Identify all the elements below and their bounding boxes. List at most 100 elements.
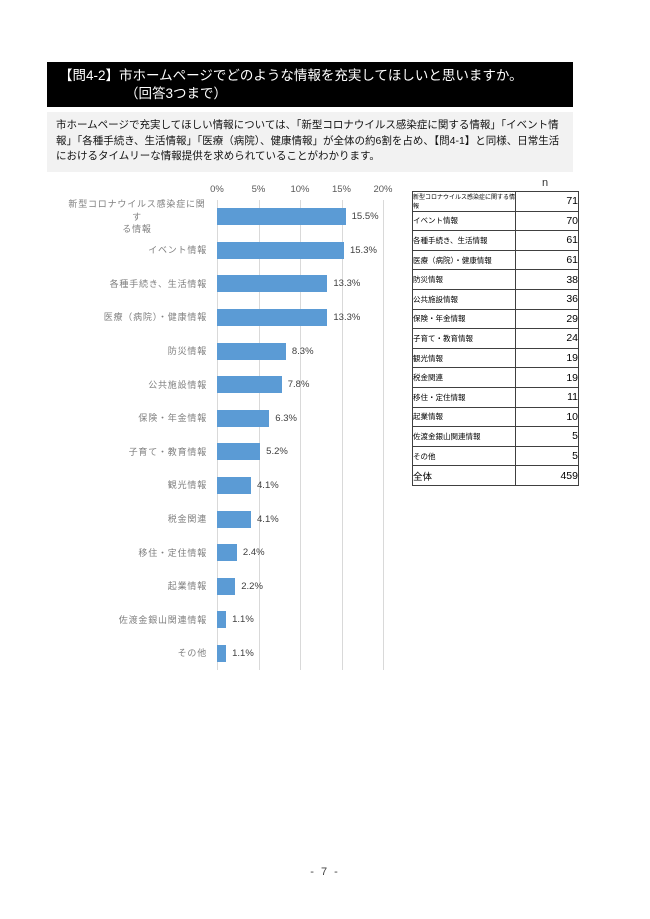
row-value: 11 [515,386,579,408]
category-label: 公共施設情報 [148,379,207,390]
value-label: 4.1% [257,513,279,525]
axis-tick-label: 15% [331,184,351,195]
bar-row: 佐渡金銀山関連情報 1.1% [67,603,397,637]
value-label: 4.1% [257,480,279,492]
table-row: 各種手続き、生活情報 61 [412,230,579,251]
row-value: 10 [515,406,579,428]
category-label: イベント情報 [148,245,207,256]
gridline [341,200,343,670]
table-row: 医療（病院）・健康情報 61 [412,249,579,271]
category-label: 各種手続き、生活情報 [109,278,207,289]
n-column-header: n [541,177,549,189]
value-label: 13.3% [333,312,361,324]
category-label: その他 [177,648,207,659]
bar-row: その他 1.1% [67,637,397,671]
row-value: 5 [515,445,579,467]
n-table-body: 新型コロナウイルス感染症に関する情報 71 イベント情報 70 各種手続き、生活情報 61… [412,191,579,486]
row-label: 新型コロナウイルス感染症に関する情報 [412,191,516,212]
value-label: 6.3% [275,412,297,424]
value-label: 15.5% [351,211,379,223]
bar [217,409,270,427]
bar [217,477,252,495]
row-value: 71 [515,191,579,212]
n-table-container: n 新型コロナウイルス感染症に関する情報 71 イベント情報 70 各種手続き、生活情報… [412,177,579,486]
bar-row: 医療（病院）・健康情報 13.3% [67,301,397,335]
row-label: イベント情報 [412,210,516,232]
value-label: 1.1% [232,648,254,660]
category-label: 起業情報 [167,581,207,592]
row-value: 36 [515,288,579,310]
table-row: 観光情報 19 [412,347,579,369]
table-row: 佐渡金銀山関連情報 5 [412,426,579,447]
bar-row: 防災情報 8.3% [67,334,397,368]
table-row: 子育て・教育情報 24 [412,328,579,349]
value-label: 15.3% [349,244,377,256]
bar [217,309,328,327]
row-label: 観光情報 [412,347,516,369]
category-label: 佐渡金銀山関連情報 [118,614,207,625]
row-value: 19 [515,367,579,388]
value-label: 1.1% [232,614,254,626]
row-label: 医療（病院）・健康情報 [412,249,516,271]
gridline [217,200,218,670]
category-label: 税金関連 [167,513,207,524]
value-label: 8.3% [291,345,314,357]
row-label: 税金関連 [412,367,516,388]
axis-tick-label: 10% [290,184,310,195]
value-label: 13.3% [333,278,361,290]
table-row: 新型コロナウイルス感染症に関する情報 71 [412,191,579,212]
table-row: 移住・定住情報 11 [412,386,579,408]
table-row: 税金関連 19 [412,367,579,388]
category-label: 移住・定住情報 [138,547,207,558]
bar-row: 子育て・教育情報 5.2% [67,435,397,469]
bar [217,510,252,528]
row-label: 全体 [412,465,516,486]
chart: 0% 5% 10% 15% 20% 新型コロナウイルス感染症に関す る情報 15.5% イベント… [67,182,397,677]
category-label: 保険・年金情報 [138,413,207,424]
bar [217,611,227,629]
row-value: 38 [515,269,579,290]
bar-row: 起業情報 2.2% [67,570,397,604]
bar-row: 保険・年金情報 6.3% [67,402,397,436]
bar-row: イベント情報 15.3% [67,234,397,268]
page-number: - 7 - [310,866,340,878]
category-label: 防災情報 [167,345,207,356]
table-row: 公共施設情報 36 [412,288,579,310]
question-title-line1: 【問4-2】市ホームページでどのような情報を充実してほしいと思いますか。 [59,68,523,83]
gridline [383,200,384,670]
bar-row: 移住・定住情報 2.4% [67,536,397,570]
bar [217,443,261,461]
category-label: 医療（病院）・健康情報 [103,312,207,323]
row-label: 公共施設情報 [412,288,516,310]
value-label: 2.2% [241,580,263,592]
row-label: 移住・定住情報 [412,386,516,408]
row-label: 防災情報 [412,269,516,290]
row-label: 佐渡金銀山関連情報 [412,426,516,447]
category-label: 子育て・教育情報 [128,446,207,457]
axis-tick-label: 20% [373,184,393,195]
row-label: その他 [412,445,516,467]
row-label: 各種手続き、生活情報 [412,230,516,251]
axis-tick-label: 5% [251,184,266,195]
category-label: 新型コロナウイルス感染症に関す る情報 [68,199,206,235]
bar-row: 公共施設情報 7.8% [67,368,397,402]
bar [217,241,344,259]
table-row: 保険・年金情報 29 [412,308,579,330]
gridline [300,200,301,670]
gridline [258,200,260,670]
value-label: 7.8% [287,379,310,391]
intro-paragraph: 市ホームページで充実してほしい情報については、「新型コロナウイルス感染症に関する… [47,112,573,172]
category-label: 観光情報 [167,480,207,491]
bar [217,342,286,360]
row-value: 61 [515,230,579,251]
row-label: 起業情報 [412,406,516,428]
row-value: 459 [515,465,579,486]
table-row: イベント情報 70 [412,210,579,232]
row-value: 29 [515,308,579,330]
bar [217,544,237,562]
bar-row: 各種手続き、生活情報 13.3% [67,267,397,301]
bar [217,376,282,394]
bar [217,645,227,663]
bar [217,275,328,293]
n-table: 新型コロナウイルス感染症に関する情報 71 イベント情報 70 各種手続き、生活情報 61… [412,191,579,486]
